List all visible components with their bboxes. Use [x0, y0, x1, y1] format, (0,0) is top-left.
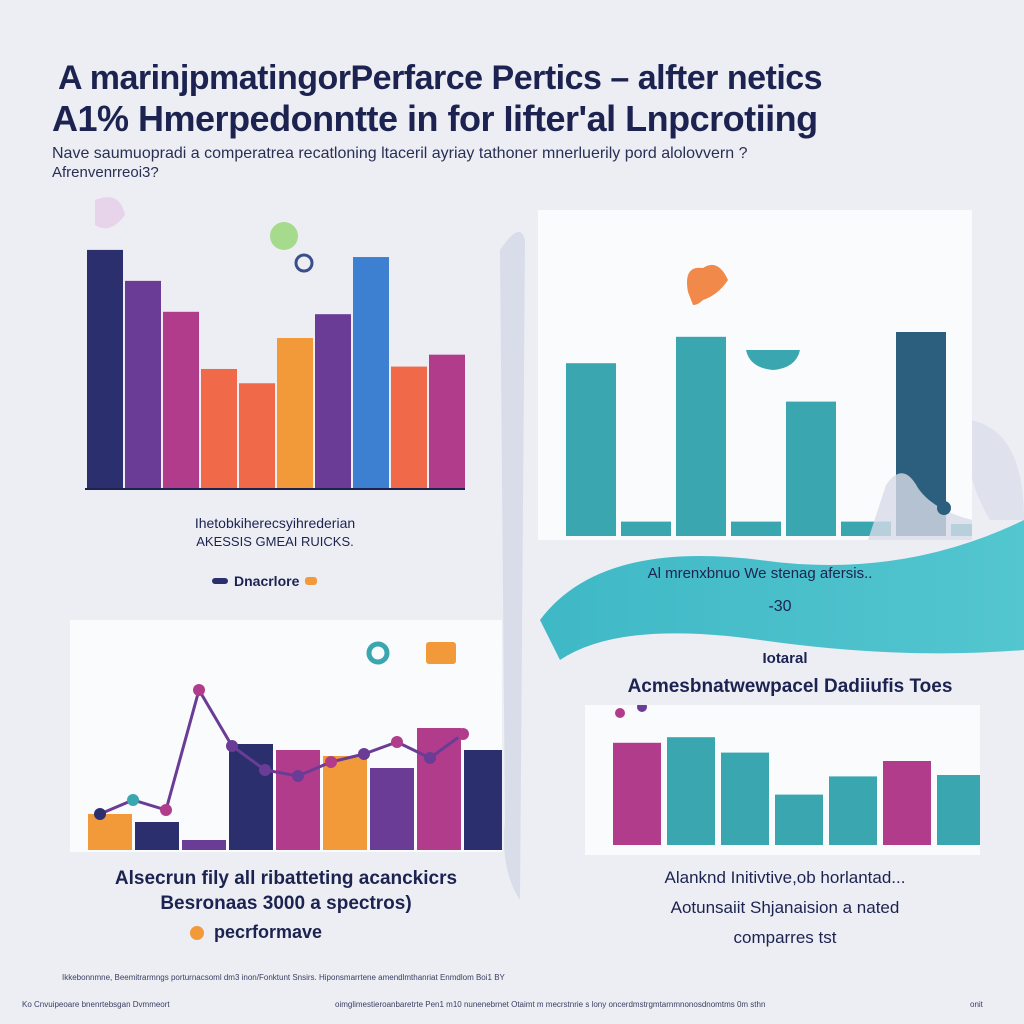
footer-line-2-mid: oimglimestieroanbaretrte Pen1 m10 nunene… — [335, 1000, 766, 1009]
legend-swatch-navy — [212, 578, 228, 584]
ring-dot — [294, 253, 314, 273]
bottom-left-legend: pecrformave — [190, 922, 322, 943]
purple-dot — [637, 705, 647, 712]
orange-flag — [426, 642, 456, 664]
bottom-left-bar-2 — [135, 822, 179, 850]
teal-ring — [366, 641, 390, 665]
bottom-right-title: Acmesbnatwewpacel Dadiiufis Toes — [627, 676, 953, 697]
bottom-left-line-point-11 — [424, 752, 436, 764]
bottom-left-line-point-7 — [292, 770, 304, 782]
top-left-bar-1 — [87, 249, 123, 488]
footer-line-2-right: onit — [970, 1000, 983, 1009]
bottom-left-line-point-4 — [193, 684, 205, 696]
bottom-right-label: Iotaral — [762, 650, 808, 667]
bottom-right-bar-6 — [883, 761, 931, 845]
bottom-left-bar-5 — [276, 750, 320, 850]
bottom-left-line-point-5 — [226, 740, 238, 752]
bottom-right-bar-4 — [775, 794, 823, 845]
top-right-bar-1 — [566, 363, 616, 536]
bottom-right-caption-3: comparres tst — [733, 928, 837, 947]
small-dot — [937, 501, 951, 515]
top-right-bar-2 — [621, 521, 671, 536]
bottom-left-line-point-8 — [325, 756, 337, 768]
chart-top-right — [566, 264, 972, 540]
top-left-caption-2: AKESSIS GMEAI RUICKS. — [196, 534, 354, 549]
teal-swoosh — [540, 520, 1024, 660]
banner-value: -30 — [768, 598, 792, 615]
legend-label: Dnacrlore — [234, 573, 300, 589]
page-title-line2: A1% Hmerpedonntte in for Iifter'al Lnpcr… — [52, 98, 818, 139]
heart-icon — [687, 264, 728, 305]
pink-blob — [95, 197, 125, 229]
bottom-right-bar-5 — [829, 776, 877, 845]
bottom-right-caption-2: Aotunsaiit Shjanaision a nated — [670, 898, 900, 917]
top-left-legend: Dnacrlore — [212, 573, 318, 589]
bowl-marker — [746, 350, 800, 370]
bottom-left-line-point-2 — [127, 794, 139, 806]
top-left-bar-4 — [201, 368, 237, 488]
top-left-bar-7 — [315, 314, 351, 488]
bottom-left-line-point-1 — [94, 808, 106, 820]
top-left-bar-10 — [429, 354, 465, 488]
panel-divider-shadow — [500, 232, 525, 900]
bottom-right-bar-7 — [937, 775, 980, 845]
top-left-bar-2 — [125, 280, 161, 488]
bottom-left-bar-7 — [370, 768, 414, 850]
bottom-left-bar-9 — [464, 750, 502, 850]
banner-text: Al mrenxbnuo We stenag afersis.. — [647, 565, 873, 582]
top-right-shadow — [868, 473, 972, 540]
bottom-left-bar-6 — [323, 756, 367, 850]
chart-bottom-right — [613, 705, 980, 845]
x-axis-line — [85, 488, 465, 490]
bottom-left-bar-1 — [88, 814, 132, 850]
bottom-left-line-point-9 — [358, 748, 370, 760]
bottom-left-line-point-12 — [457, 728, 469, 740]
legend-swatch-orange — [305, 577, 318, 585]
bottom-left-line-point-6 — [259, 764, 271, 776]
bottom-left-line-point-3 — [160, 804, 172, 816]
top-right-bar-3 — [676, 336, 726, 536]
page-subtitle: Nave saumuopradi a comperatrea recatloni… — [52, 145, 748, 162]
orange-dot-icon — [190, 925, 204, 940]
top-left-bar-9 — [391, 366, 427, 488]
bottom-right-bar-1 — [613, 742, 661, 845]
footer-line-1: Ikkebonnmne, Beemitrarmngs porturnacsoml… — [62, 973, 505, 982]
top-left-bar-8 — [353, 257, 389, 488]
bottom-left-line-point-10 — [391, 736, 403, 748]
bottom-left-bar-3 — [182, 840, 226, 850]
page-subtitle-line2: Afrenvenrreoi3? — [52, 164, 159, 181]
magenta-dot — [615, 708, 625, 718]
bottom-right-bar-2 — [667, 737, 715, 845]
right-decoration — [967, 420, 1024, 520]
page-title: A marinjpmatingorPerfarce Pertics – alft… — [58, 59, 823, 97]
bottom-right-bar-3 — [721, 752, 769, 845]
green-bubble — [270, 222, 298, 250]
bottom-left-caption-3: pecrformave — [214, 922, 323, 942]
top-left-bar-5 — [239, 383, 275, 488]
top-right-bar-5 — [786, 401, 836, 536]
footer-line-2-left: Ko Cnvuipeoare bnenrtebsgan Dvmmeort — [22, 1000, 170, 1009]
top-left-bar-3 — [163, 311, 199, 488]
bottom-left-bar-8 — [417, 728, 461, 850]
bottom-left-caption-2: Besronaas 3000 a spectros) — [160, 893, 412, 914]
bottom-left-caption: Alsecrun fily all ribatteting acanckicrs — [114, 868, 458, 889]
top-right-bar-4 — [731, 521, 781, 536]
bottom-right-caption: Alanknd Initivtive,ob horlantad... — [664, 868, 906, 887]
chart-bottom-left — [88, 641, 502, 850]
top-left-bar-6 — [277, 338, 313, 488]
top-left-caption: Ihetobkiherecsyihrederian — [194, 515, 356, 531]
chart-top-left — [85, 249, 465, 490]
